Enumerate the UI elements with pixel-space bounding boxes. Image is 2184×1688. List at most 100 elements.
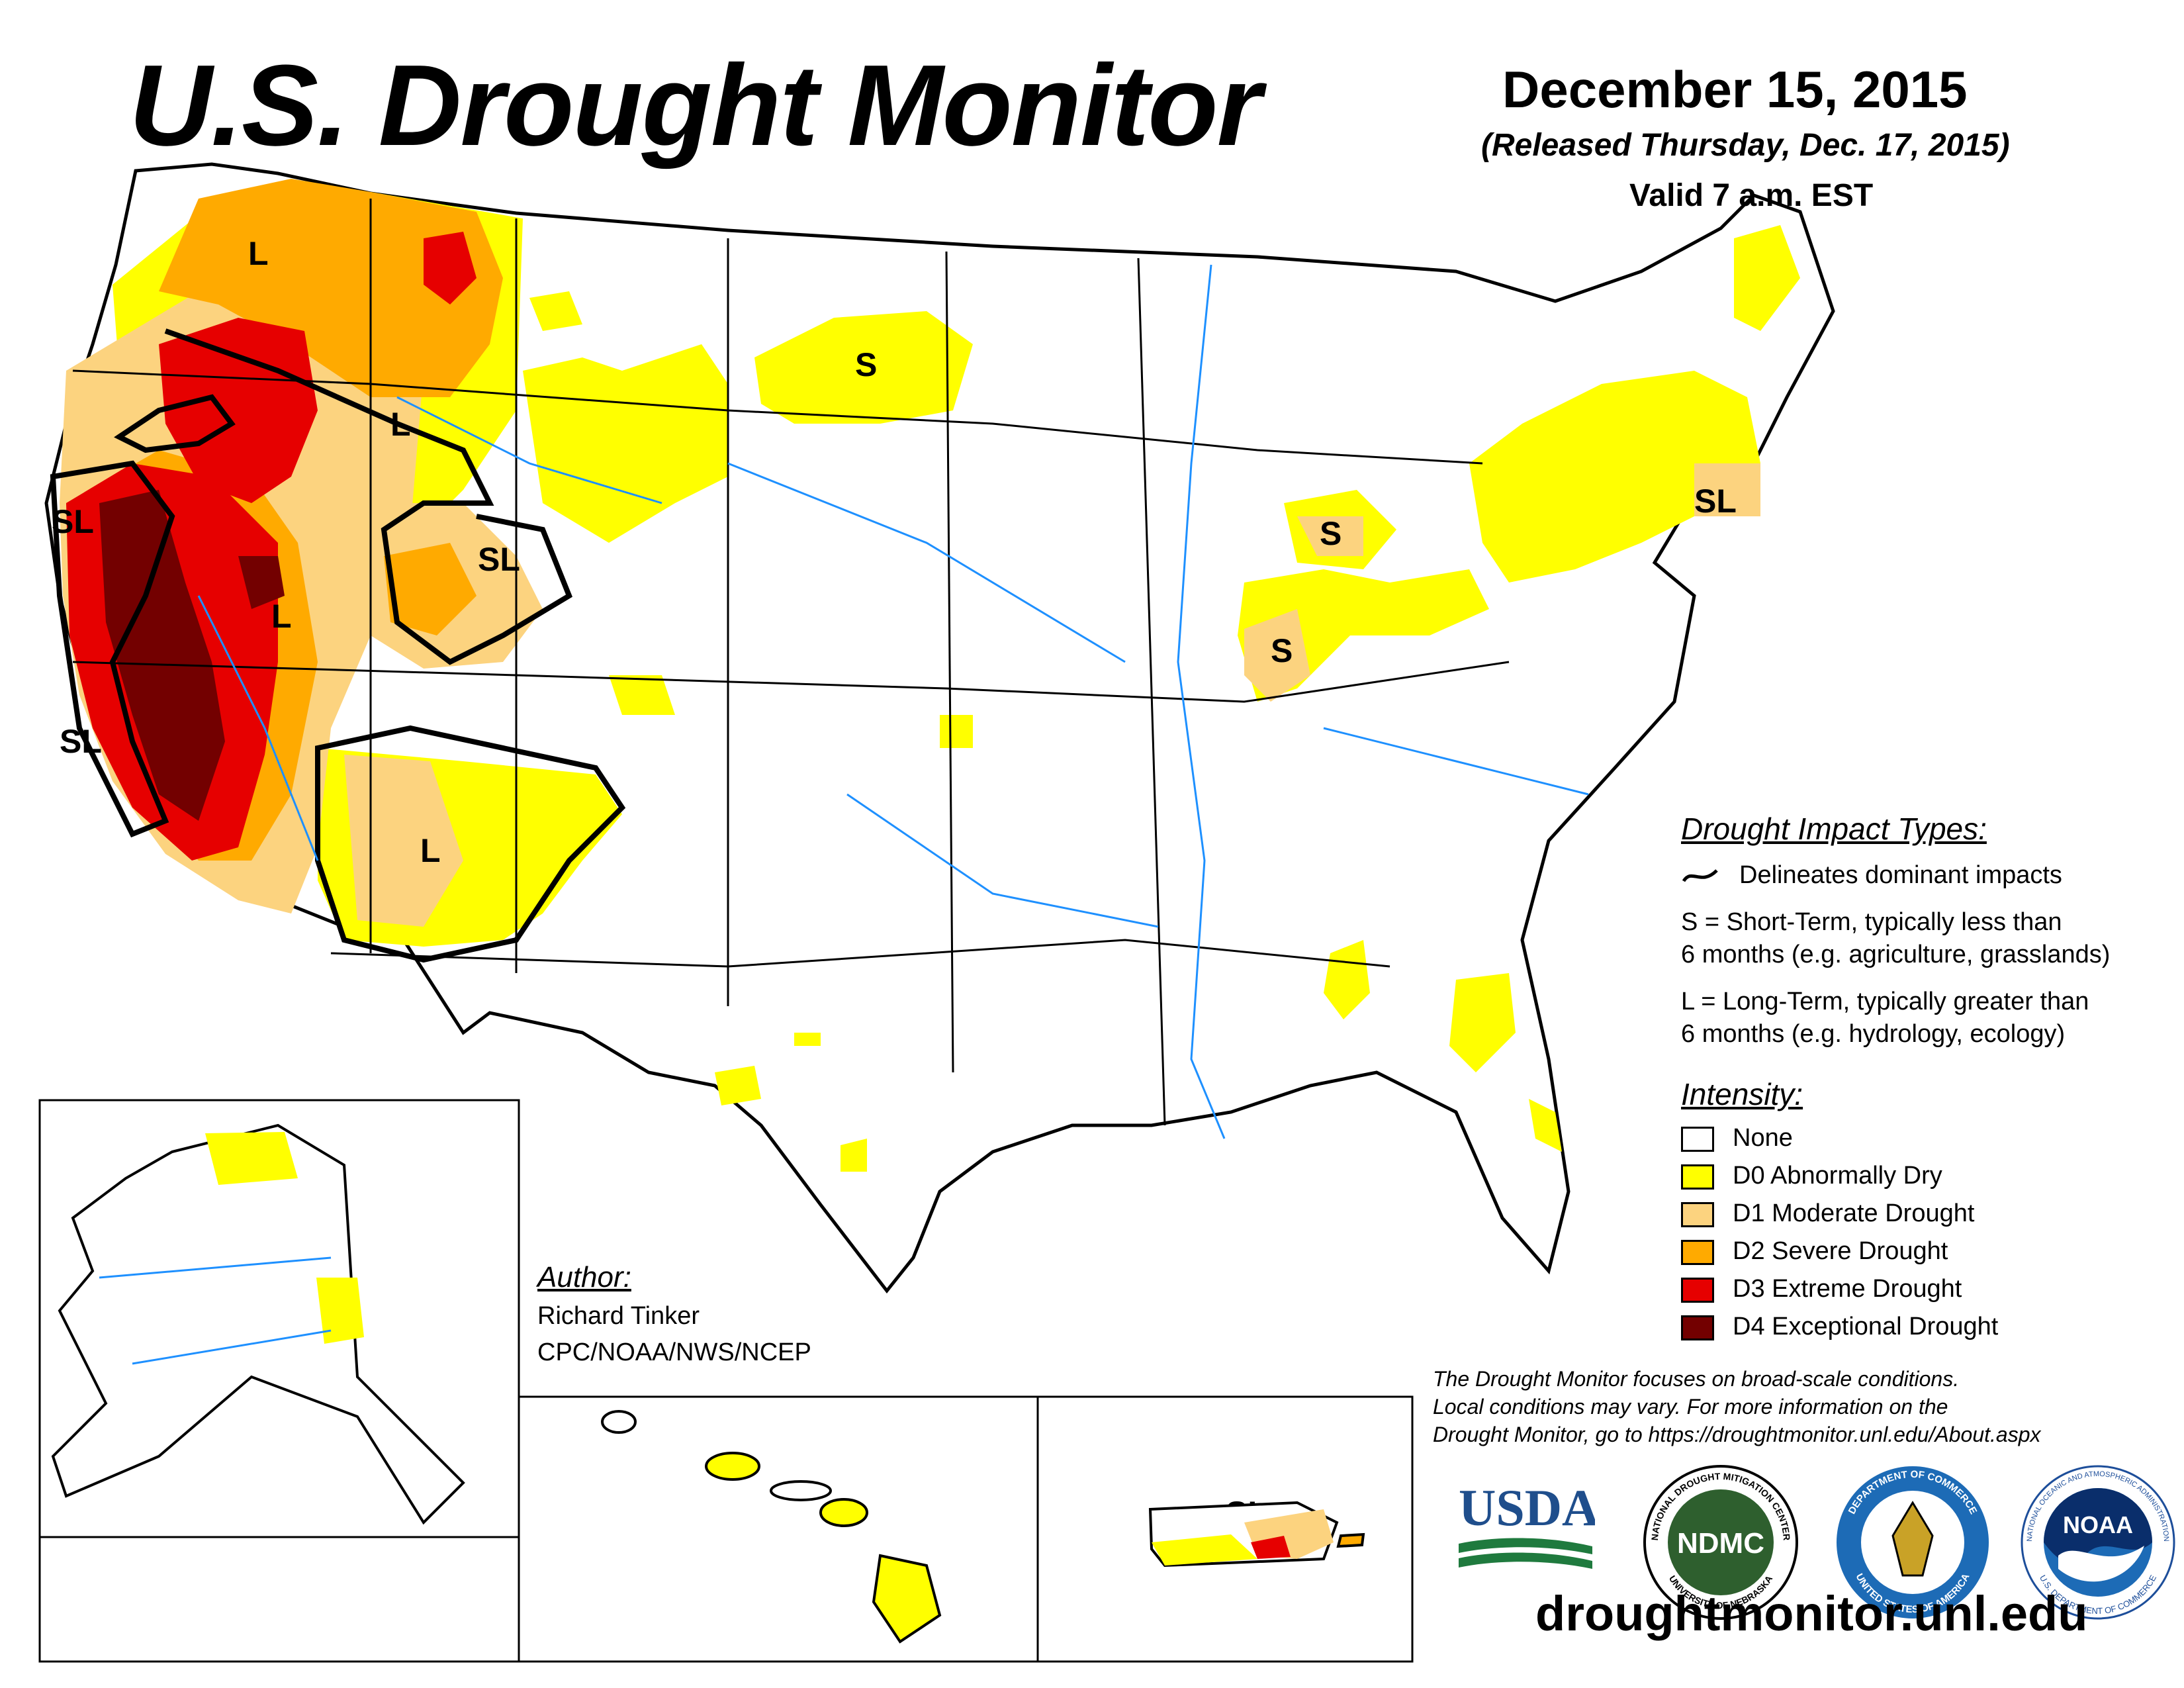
impact-line-icon xyxy=(1682,869,1718,882)
d0-carolinas xyxy=(1449,973,1516,1072)
label-michigan: S xyxy=(1320,515,1342,552)
note-line3: Drought Monitor, go to https://droughtmo… xyxy=(1433,1423,2041,1447)
intensity-label: None xyxy=(1733,1124,1793,1152)
d1-new-england xyxy=(1694,463,1760,516)
intensity-swatch xyxy=(1681,1164,1714,1190)
label-or-ca: SL xyxy=(52,503,94,540)
intensity-swatch xyxy=(1681,1277,1714,1303)
label-idaho: L xyxy=(390,406,411,443)
usda-logo-graphic: USDA xyxy=(1459,1479,1599,1569)
d0-colorado xyxy=(609,675,675,715)
d1-arizona xyxy=(344,755,463,927)
label-pnw: L xyxy=(248,235,269,272)
impact-lines xyxy=(50,328,626,963)
label-so-cal: SL xyxy=(60,723,102,760)
ndmc-text: NDMC xyxy=(1677,1527,1764,1560)
usda-logo: USDA xyxy=(1456,1479,1599,1585)
intensity-item: D4 Exceptional Drought xyxy=(1681,1313,2171,1341)
d0-alabama xyxy=(1324,940,1370,1019)
intensity-item: D1 Moderate Drought xyxy=(1681,1199,2171,1228)
intensity-label: D1 Moderate Drought xyxy=(1733,1199,1975,1227)
ndmc-logo: NDMC NATIONAL DROUGHT MITIGATION CENTER … xyxy=(1641,1463,1800,1625)
valid-time: Valid 7 a.m. EST xyxy=(1629,178,1874,213)
d0-florida xyxy=(1529,1099,1562,1152)
label-dakotas: S xyxy=(855,346,877,383)
state-lines xyxy=(72,199,1510,1126)
short-term-line2: 6 months (e.g. agriculture, grasslands) xyxy=(1681,941,2111,968)
legend: Drought Impact Types: Delineates dominan… xyxy=(1681,811,2171,1341)
author-name: Richard Tinker xyxy=(537,1302,700,1330)
ndmc-logo-graphic: NDMC NATIONAL DROUGHT MITIGATION CENTER … xyxy=(1643,1465,1798,1620)
long-term-line2: 6 months (e.g. hydrology, ecology) xyxy=(1681,1020,2066,1048)
d0-oklahoma xyxy=(794,1033,821,1046)
puerto-rico-inset xyxy=(1036,1395,1414,1663)
intensity-label: D2 Severe Drought xyxy=(1733,1237,1948,1265)
aleutian-inset xyxy=(38,1536,520,1663)
note-line1: The Drought Monitor focuses on broad-sca… xyxy=(1433,1367,1960,1391)
d0-wyoming xyxy=(523,344,728,543)
intensity-label: D4 Exceptional Drought xyxy=(1733,1313,1999,1340)
intensity-swatch xyxy=(1681,1126,1714,1152)
author-heading: Author: xyxy=(537,1261,631,1293)
d0-maine xyxy=(1734,225,1800,331)
rivers xyxy=(197,264,1589,1139)
commerce-logo: DEPARTMENT OF COMMERCE UNITED STATES OF … xyxy=(1833,1463,1992,1625)
commerce-logo-graphic: DEPARTMENT OF COMMERCE UNITED STATES OF … xyxy=(1837,1466,1989,1618)
short-term-line1: S = Short-Term, typically less than xyxy=(1681,908,2062,936)
intensity-item: D3 Extreme Drought xyxy=(1681,1275,2171,1303)
label-arizona: L xyxy=(420,832,441,869)
author-org: CPC/NOAA/NWS/NCEP xyxy=(537,1338,811,1366)
release-date: (Released Thursday, Dec. 17, 2015) xyxy=(1481,128,2010,163)
intensity-heading: Intensity: xyxy=(1681,1077,1803,1111)
d4-california xyxy=(99,490,225,821)
noaa-text: NOAA xyxy=(2063,1511,2133,1538)
impact-types-heading: Drought Impact Types: xyxy=(1681,812,1987,846)
long-term-line1: L = Long-Term, typically greater than xyxy=(1681,988,2089,1015)
map-date: December 15, 2015 xyxy=(1502,60,1968,118)
intensity-list: None D0 Abnormally Dry D1 Moderate Drought… xyxy=(1681,1124,2171,1341)
intensity-swatch xyxy=(1681,1201,1714,1227)
label-nevada: L xyxy=(271,598,292,635)
d0-kansas xyxy=(940,715,973,748)
alaska-map xyxy=(51,1123,465,1525)
d2-northwest xyxy=(159,179,503,397)
d3-oregon xyxy=(159,318,318,503)
d0-dakotas xyxy=(754,311,973,424)
noaa-logo: NOAA NATIONAL OCEANIC AND ATMOSPHERIC AD… xyxy=(2019,1463,2177,1625)
page-title: U.S. Drought Monitor xyxy=(129,40,1261,169)
usda-text: USDA xyxy=(1459,1483,1595,1536)
intensity-item: None xyxy=(1681,1124,2171,1152)
website-link[interactable]: droughtmonitor.unl.edu xyxy=(1535,1586,2088,1641)
d4-areas xyxy=(99,490,285,821)
d1-michigan xyxy=(1297,516,1363,556)
hawaii-inset xyxy=(518,1395,1039,1663)
delineates-text: Delineates dominant impacts xyxy=(1739,861,2062,889)
d0-montana xyxy=(529,291,582,331)
hawaii-map xyxy=(601,1410,942,1644)
label-indiana: S xyxy=(1271,632,1293,669)
intensity-swatch xyxy=(1681,1315,1714,1340)
inset-frames xyxy=(38,1099,1414,1663)
puerto-rico-map xyxy=(1148,1501,1365,1568)
d3-montana xyxy=(424,232,477,305)
intensity-label: D0 Abnormally Dry xyxy=(1733,1162,1942,1190)
label-new-england: SL xyxy=(1694,483,1737,520)
delineates-row: Delineates dominant impacts xyxy=(1681,861,2171,890)
author-block: Author: Richard Tinker CPC/NOAA/NWS/NCEP xyxy=(537,1261,811,1367)
intensity-item: D0 Abnormally Dry xyxy=(1681,1162,2171,1190)
label-utah: SL xyxy=(478,541,520,578)
intensity-swatch xyxy=(1681,1239,1714,1265)
disclaimer-note: The Drought Monitor focuses on broad-sca… xyxy=(1433,1365,2174,1449)
d0-northeast xyxy=(1469,371,1760,583)
impact-line-west xyxy=(164,328,572,665)
d2-utah xyxy=(384,543,477,635)
d0-texas xyxy=(715,1066,867,1172)
note-line2: Local conditions may vary. For more info… xyxy=(1433,1395,1948,1419)
impact-line-ca xyxy=(50,460,175,838)
impact-line-or xyxy=(114,394,236,453)
d4-nevada xyxy=(238,556,285,609)
intensity-item: D2 Severe Drought xyxy=(1681,1237,2171,1266)
noaa-logo-graphic: NOAA NATIONAL OCEANIC AND ATMOSPHERIC AD… xyxy=(2021,1465,2175,1620)
impact-line-az xyxy=(315,725,626,963)
